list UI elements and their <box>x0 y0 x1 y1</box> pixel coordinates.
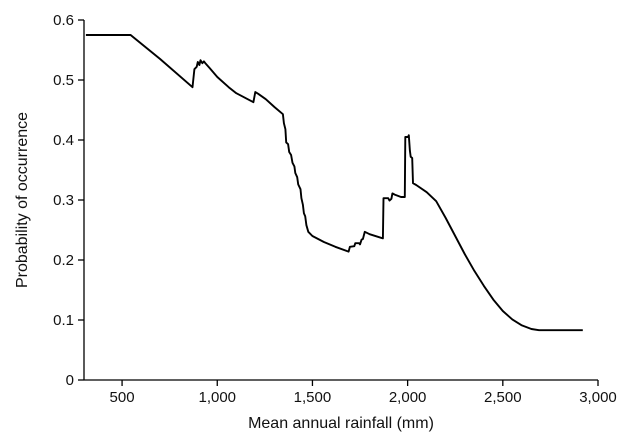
y-axis-ticks: 0 0.1 0.2 0.3 0.4 0.5 0.6 <box>53 12 84 389</box>
x-tick-label: 3,000 <box>579 389 617 406</box>
y-tick-label: 0 <box>66 372 74 389</box>
plot-area <box>85 34 583 332</box>
y-tick-label: 0.3 <box>53 192 74 209</box>
y-tick-label: 0.1 <box>53 312 74 329</box>
x-tick-label: 2,000 <box>389 389 427 406</box>
y-tick-label: 0.6 <box>53 12 74 29</box>
x-tick-label: 2,500 <box>484 389 522 406</box>
x-tick-label: 500 <box>110 389 135 406</box>
y-axis-title: Probability of occurrence <box>14 112 31 288</box>
series-line <box>85 34 583 332</box>
x-tick-label: 1,500 <box>294 389 332 406</box>
y-tick-label: 0.2 <box>53 252 74 269</box>
x-axis-ticks: 500 1,000 1,500 2,000 2,500 3,000 <box>110 380 617 406</box>
y-tick-label: 0.5 <box>53 72 74 89</box>
x-tick-label: 1,000 <box>198 389 236 406</box>
axes <box>83 20 598 381</box>
y-tick-label: 0.4 <box>53 132 74 149</box>
x-axis-title: Mean annual rainfall (mm) <box>248 415 434 432</box>
